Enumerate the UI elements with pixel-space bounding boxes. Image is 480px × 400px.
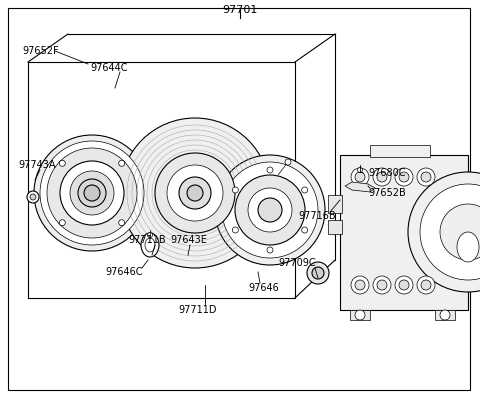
Circle shape — [351, 276, 369, 294]
Circle shape — [40, 141, 144, 245]
Circle shape — [355, 310, 365, 320]
Circle shape — [377, 280, 387, 290]
Circle shape — [232, 227, 239, 233]
Circle shape — [373, 276, 391, 294]
Circle shape — [355, 280, 365, 290]
Circle shape — [187, 185, 203, 201]
Text: 97709C: 97709C — [278, 258, 316, 268]
Circle shape — [119, 220, 125, 226]
Text: 97646: 97646 — [248, 283, 279, 293]
Circle shape — [377, 172, 387, 182]
Circle shape — [421, 280, 431, 290]
Circle shape — [60, 220, 65, 226]
Circle shape — [232, 187, 239, 193]
Text: 97652B: 97652B — [368, 188, 406, 198]
Polygon shape — [345, 182, 375, 192]
Bar — [350, 310, 370, 320]
Bar — [370, 145, 430, 157]
Circle shape — [78, 179, 106, 207]
Circle shape — [179, 177, 211, 209]
Circle shape — [440, 310, 450, 320]
Text: 97644C: 97644C — [90, 63, 128, 73]
Circle shape — [417, 168, 435, 186]
Circle shape — [222, 162, 318, 258]
Circle shape — [30, 194, 36, 200]
Text: 97646C: 97646C — [105, 267, 143, 277]
Circle shape — [399, 172, 409, 182]
Circle shape — [301, 227, 308, 233]
Text: 97711B: 97711B — [128, 235, 166, 245]
Circle shape — [440, 204, 480, 260]
Circle shape — [399, 280, 409, 290]
Circle shape — [351, 168, 369, 186]
Circle shape — [34, 135, 150, 251]
Circle shape — [167, 165, 223, 221]
Ellipse shape — [141, 233, 159, 257]
Circle shape — [215, 155, 325, 265]
Circle shape — [147, 232, 153, 238]
Text: 97743A: 97743A — [18, 160, 56, 170]
Circle shape — [420, 184, 480, 280]
Ellipse shape — [145, 238, 155, 252]
Circle shape — [417, 276, 435, 294]
Bar — [328, 195, 342, 213]
Text: 97716B: 97716B — [298, 211, 336, 221]
Circle shape — [358, 168, 362, 172]
Bar — [340, 155, 468, 310]
Circle shape — [155, 153, 235, 233]
Circle shape — [408, 172, 480, 292]
Circle shape — [395, 168, 413, 186]
Text: 97652F: 97652F — [22, 46, 59, 56]
Circle shape — [395, 276, 413, 294]
Circle shape — [47, 148, 137, 238]
Circle shape — [355, 172, 365, 182]
Circle shape — [267, 167, 273, 173]
Circle shape — [307, 262, 329, 284]
Ellipse shape — [457, 232, 479, 262]
Text: 97680C: 97680C — [368, 168, 406, 178]
Circle shape — [60, 160, 65, 166]
Circle shape — [84, 185, 100, 201]
Circle shape — [27, 191, 39, 203]
Circle shape — [373, 168, 391, 186]
Circle shape — [421, 172, 431, 182]
Circle shape — [235, 175, 305, 245]
Text: 97643E: 97643E — [170, 235, 207, 245]
Circle shape — [267, 247, 273, 253]
Circle shape — [301, 187, 308, 193]
Circle shape — [60, 161, 124, 225]
Text: 97701: 97701 — [222, 5, 258, 15]
Bar — [328, 220, 342, 234]
Circle shape — [70, 171, 114, 215]
Circle shape — [258, 198, 282, 222]
Circle shape — [285, 159, 291, 165]
Circle shape — [120, 118, 270, 268]
Text: 97711D: 97711D — [178, 305, 216, 315]
Bar — [435, 310, 455, 320]
Circle shape — [119, 160, 125, 166]
Circle shape — [312, 267, 324, 279]
Circle shape — [248, 188, 292, 232]
